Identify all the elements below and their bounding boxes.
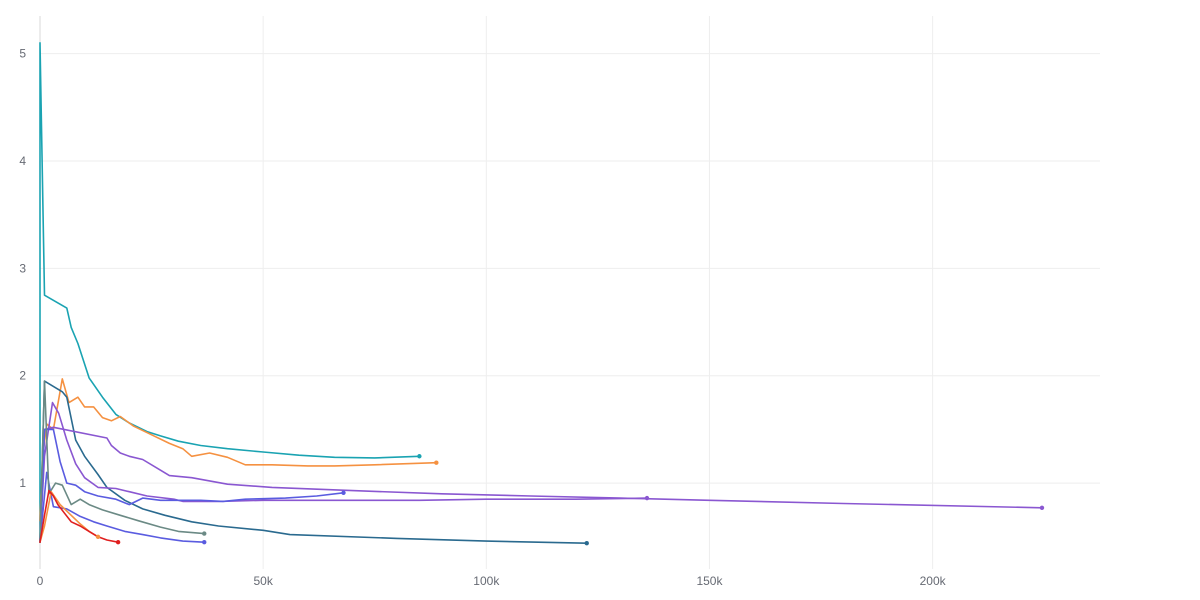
- series-endpoint-9: [115, 539, 121, 545]
- series-endpoint-8: [95, 534, 101, 539]
- series-endpoint-6: [202, 539, 207, 545]
- series-endpoint-4: [644, 495, 650, 501]
- x-tick-label: 100k: [473, 574, 500, 588]
- series-endpoint-1: [434, 460, 439, 465]
- series-line-1: [39, 378, 438, 522]
- series-line-3: [39, 426, 1043, 543]
- y-axis-ticks: 1 2 3 4 5: [19, 47, 26, 491]
- series-endpoint-2: [584, 541, 589, 546]
- series-endpoints: [95, 454, 1045, 546]
- series-endpoint-0: [417, 454, 422, 459]
- series-line-2: [39, 380, 588, 544]
- series-group: [39, 42, 1043, 544]
- x-tick-label: 50k: [253, 574, 273, 588]
- series-endpoint-3: [1039, 505, 1045, 510]
- x-tick-label: 200k: [920, 574, 947, 588]
- series-line-5: [39, 428, 345, 543]
- x-tick-label: 150k: [696, 574, 723, 588]
- y-tick-label: 1: [19, 476, 26, 490]
- y-tick-label: 3: [19, 261, 26, 275]
- series-endpoint-5: [341, 490, 346, 495]
- y-tick-label: 4: [19, 154, 26, 168]
- series-line-4: [39, 401, 648, 543]
- series-line-6: [39, 471, 205, 543]
- series-line-0: [39, 42, 421, 543]
- x-tick-label: 0: [37, 574, 44, 588]
- series-endpoint-7: [202, 531, 207, 536]
- gridlines: [40, 16, 1100, 569]
- x-axis-ticks: 0 50k 100k 150k 200k: [37, 574, 947, 588]
- y-tick-label: 5: [19, 47, 26, 61]
- y-tick-label: 2: [19, 369, 26, 383]
